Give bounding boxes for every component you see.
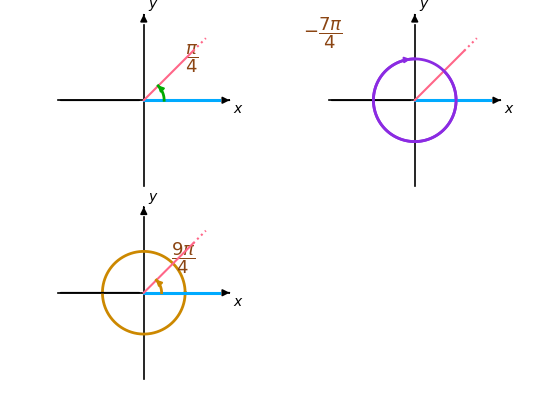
Text: $x$: $x$ bbox=[233, 295, 244, 309]
Text: $x$: $x$ bbox=[233, 102, 244, 116]
Text: $y$: $y$ bbox=[148, 190, 158, 206]
Text: $\dfrac{9\pi}{4}$: $\dfrac{9\pi}{4}$ bbox=[171, 240, 195, 275]
Text: $y$: $y$ bbox=[419, 0, 429, 13]
Text: $\dfrac{\pi}{4}$: $\dfrac{\pi}{4}$ bbox=[185, 43, 198, 75]
Text: $y$: $y$ bbox=[148, 0, 158, 13]
Text: $-\dfrac{7\pi}{4}$: $-\dfrac{7\pi}{4}$ bbox=[302, 16, 342, 51]
Text: $x$: $x$ bbox=[504, 102, 515, 116]
